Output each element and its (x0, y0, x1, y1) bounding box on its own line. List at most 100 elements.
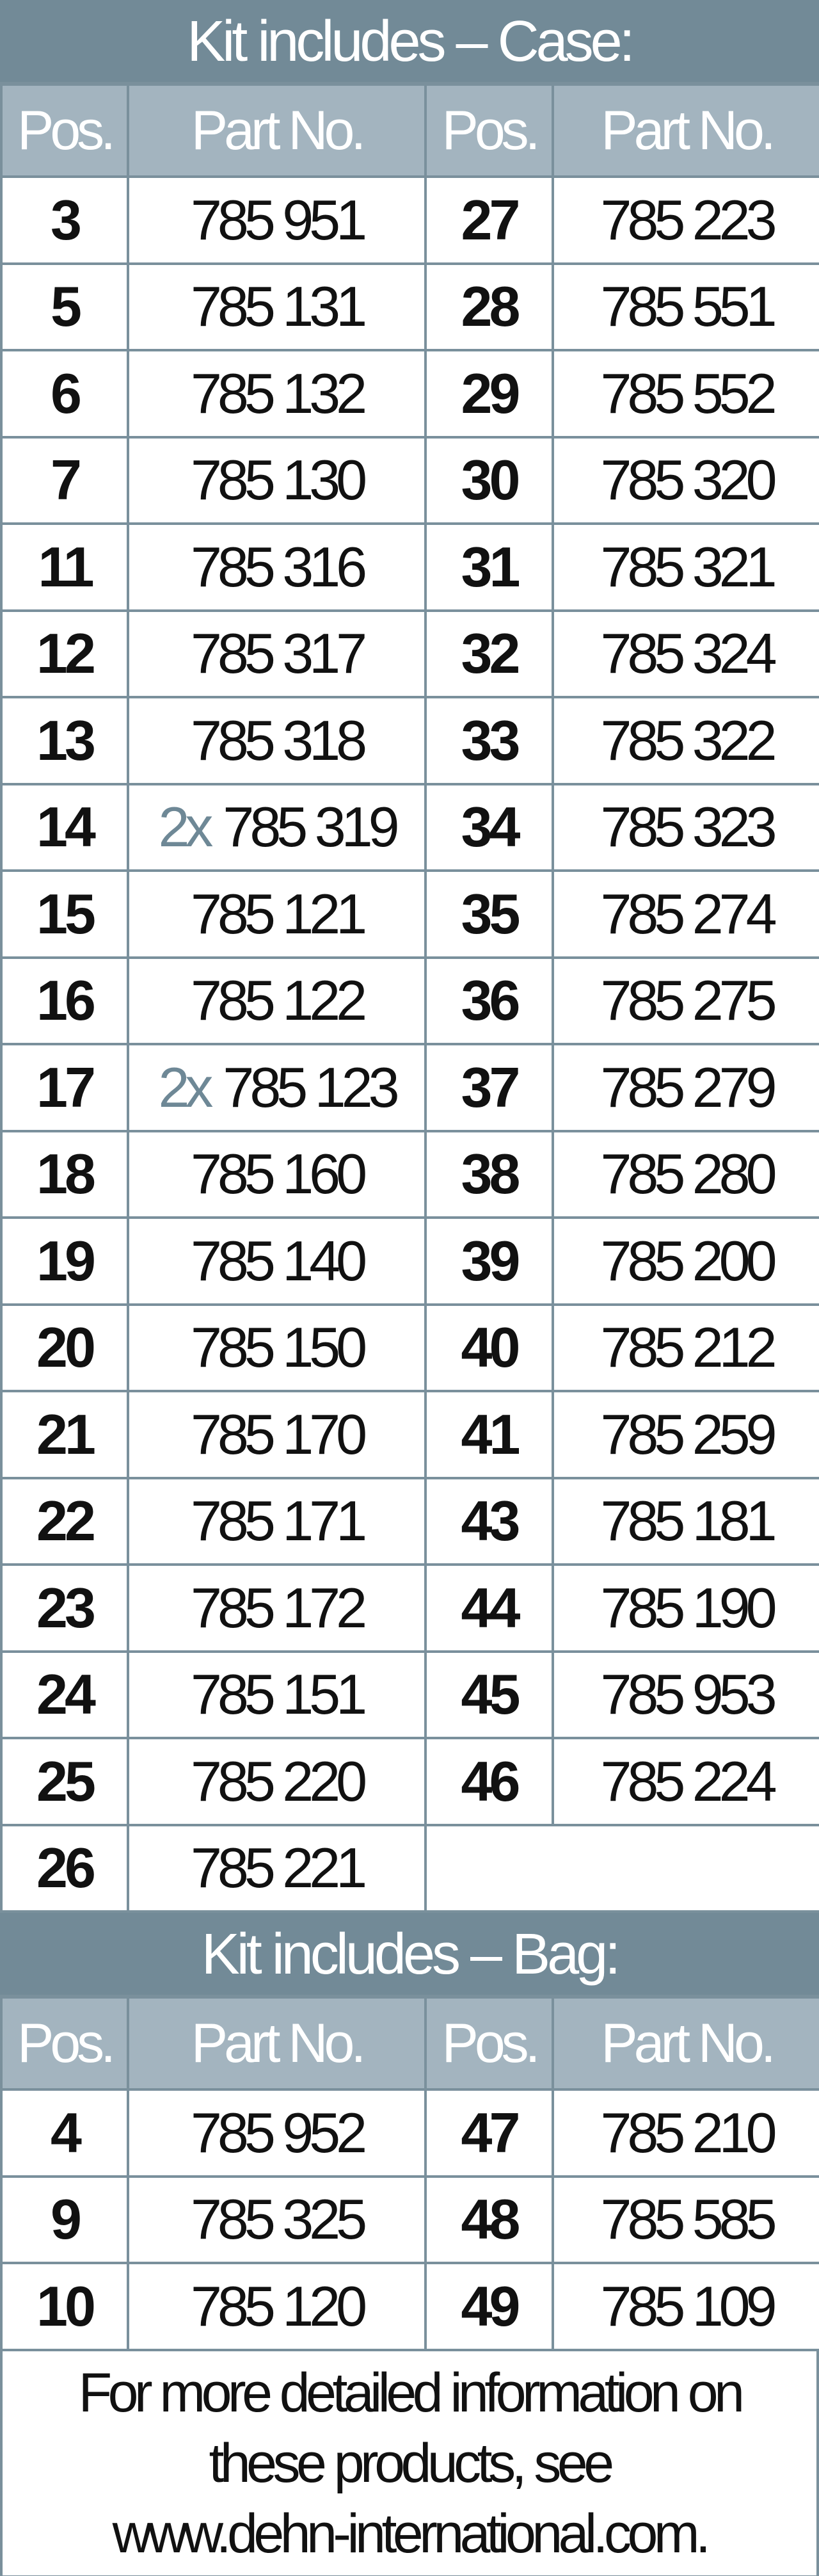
part-number: 785 319 (223, 795, 399, 859)
part-no-cell: 785 552 (554, 351, 819, 436)
column-header-part-no: Part No. (554, 86, 819, 175)
part-number: 785 140 (190, 1228, 367, 1292)
part-no-cell: 785 151 (129, 1652, 424, 1737)
part-no-cell: 785 224 (554, 1739, 819, 1824)
pos-cell: 4 (3, 2091, 127, 2175)
part-number: 785 585 (600, 2187, 777, 2251)
part-number: 785 122 (190, 969, 367, 1033)
pos-cell: 25 (3, 1739, 127, 1824)
part-number: 785 318 (190, 708, 367, 772)
footer-line: these products, see (209, 2432, 614, 2494)
part-number: 785 953 (600, 1662, 777, 1727)
part-no-cell: 785 109 (554, 2264, 819, 2349)
pos-cell: 33 (427, 698, 552, 783)
part-no-cell: 785 120 (129, 2264, 424, 2349)
part-no-cell: 785 320 (554, 438, 819, 522)
part-number: 785 316 (190, 535, 367, 599)
pos-cell: 14 (3, 785, 127, 869)
part-number: 785 224 (600, 1749, 777, 1813)
part-number: 785 321 (600, 535, 777, 599)
footer-link[interactable]: www.dehn-international.com. (112, 2502, 711, 2564)
pos-cell: 9 (3, 2177, 127, 2262)
column-header-pos: Pos. (427, 1999, 552, 2088)
part-no-cell: 785 322 (554, 698, 819, 783)
part-number: 785 279 (600, 1055, 777, 1119)
part-number: 785 150 (190, 1316, 367, 1380)
pos-cell: 29 (427, 351, 552, 436)
part-number: 785 323 (600, 795, 777, 859)
part-no-cell: 785 171 (129, 1479, 424, 1563)
part-no-cell: 785 181 (554, 1479, 819, 1563)
pos-cell: 38 (427, 1132, 552, 1216)
part-number: 785 275 (600, 969, 777, 1033)
part-no-cell: 785 280 (554, 1132, 819, 1216)
part-no-cell: 785 172 (129, 1566, 424, 1650)
column-header-part-no: Part No. (554, 1999, 819, 2088)
pos-cell: 26 (3, 1826, 127, 1910)
part-no-cell: 785 190 (554, 1566, 819, 1650)
part-no-cell: 785 274 (554, 872, 819, 956)
part-number: 785 151 (190, 1662, 367, 1727)
pos-cell: 21 (3, 1392, 127, 1477)
part-no-cell: 785 318 (129, 698, 424, 783)
pos-cell: 27 (427, 178, 552, 262)
pos-cell: 10 (3, 2264, 127, 2349)
part-no-cell: 785 223 (554, 178, 819, 262)
part-no-cell: 785 132 (129, 351, 424, 436)
pos-cell: 19 (3, 1219, 127, 1303)
column-header-pos: Pos. (3, 1999, 127, 2088)
pos-cell: 16 (3, 958, 127, 1043)
part-number: 785 551 (600, 275, 777, 339)
pos-cell: 28 (427, 264, 552, 349)
case-parts-table: Pos. Part No. Pos. Part No. 3 785 951 27 785 22… (3, 82, 819, 1910)
part-number: 785 123 (223, 1055, 399, 1119)
pos-cell: 13 (3, 698, 127, 783)
part-number: 785 952 (190, 2100, 367, 2164)
pos-cell: 31 (427, 525, 552, 609)
empty-cell (427, 1826, 819, 1910)
footer-note: For more detailed information on these p… (3, 2351, 816, 2575)
part-no-cell: 785 324 (554, 611, 819, 696)
pos-cell: 7 (3, 438, 127, 522)
part-no-cell: 2x 785 319 (129, 785, 424, 869)
pos-cell: 32 (427, 611, 552, 696)
pos-cell: 15 (3, 872, 127, 956)
part-no-cell: 785 259 (554, 1392, 819, 1477)
part-no-cell: 785 321 (554, 525, 819, 609)
pos-cell: 12 (3, 611, 127, 696)
part-no-cell: 785 952 (129, 2091, 424, 2175)
pos-cell: 6 (3, 351, 127, 436)
part-no-cell: 785 122 (129, 958, 424, 1043)
part-number: 785 221 (190, 1836, 367, 1900)
part-no-cell: 785 221 (129, 1826, 424, 1910)
part-number: 785 552 (600, 361, 777, 425)
part-no-cell: 785 279 (554, 1045, 819, 1130)
part-number: 785 131 (190, 275, 367, 339)
part-number: 785 220 (190, 1749, 367, 1813)
part-no-cell: 785 150 (129, 1305, 424, 1390)
pos-cell: 5 (3, 264, 127, 349)
pos-cell: 40 (427, 1305, 552, 1390)
pos-cell: 37 (427, 1045, 552, 1130)
column-header-part-no: Part No. (129, 1999, 424, 2088)
part-number: 785 317 (190, 622, 367, 686)
part-no-cell: 785 316 (129, 525, 424, 609)
pos-cell: 36 (427, 958, 552, 1043)
part-number: 785 130 (190, 448, 367, 512)
part-no-cell: 785 951 (129, 178, 424, 262)
part-number: 785 324 (600, 622, 777, 686)
pos-cell: 47 (427, 2091, 552, 2175)
part-number: 785 132 (190, 361, 367, 425)
part-number: 785 120 (190, 2274, 367, 2338)
column-header-part-no: Part No. (129, 86, 424, 175)
part-no-cell: 785 121 (129, 872, 424, 956)
part-number: 785 951 (190, 188, 367, 252)
column-header-pos: Pos. (427, 86, 552, 175)
pos-cell: 23 (3, 1566, 127, 1650)
part-no-cell: 785 323 (554, 785, 819, 869)
part-no-cell: 2x 785 123 (129, 1045, 424, 1130)
pos-cell: 34 (427, 785, 552, 869)
pos-cell: 45 (427, 1652, 552, 1737)
part-no-cell: 785 953 (554, 1652, 819, 1737)
